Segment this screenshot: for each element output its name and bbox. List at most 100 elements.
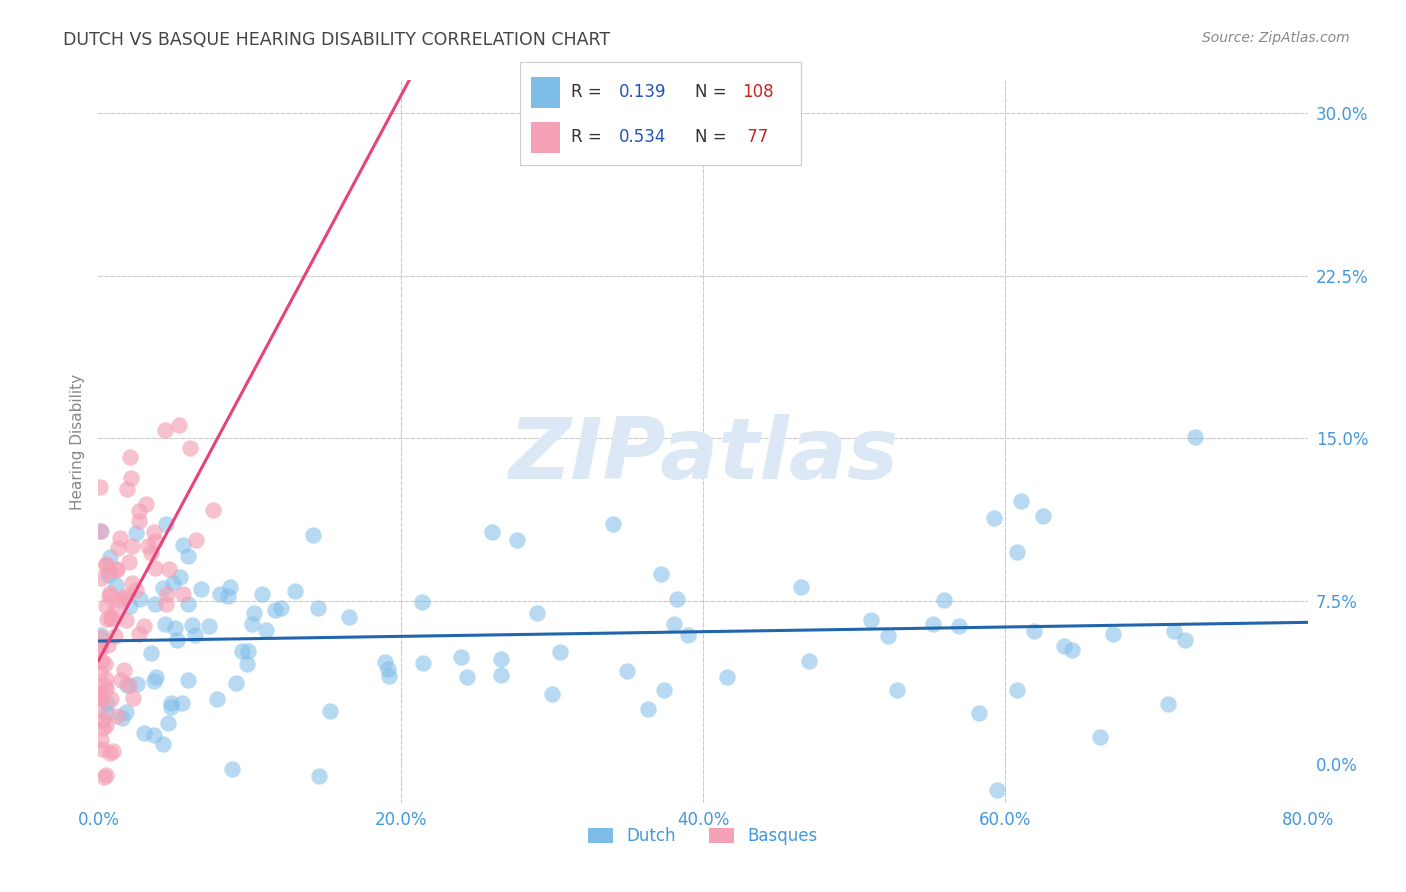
Point bbox=[1005, 545, 1028, 559]
Point bbox=[254, 623, 277, 637]
Point bbox=[172, 587, 194, 601]
Point bbox=[110, 673, 132, 687]
Point bbox=[128, 504, 150, 518]
Point bbox=[160, 696, 183, 710]
Point bbox=[100, 609, 122, 624]
Point bbox=[128, 627, 150, 641]
Point bbox=[141, 546, 163, 560]
Point bbox=[548, 645, 571, 659]
Point bbox=[489, 652, 512, 666]
Point bbox=[89, 691, 111, 706]
Point bbox=[177, 549, 200, 563]
Point bbox=[540, 687, 562, 701]
Point bbox=[160, 699, 183, 714]
Point bbox=[101, 744, 124, 758]
Point bbox=[98, 590, 121, 604]
Point bbox=[967, 706, 990, 720]
Point bbox=[181, 617, 204, 632]
Point bbox=[662, 617, 685, 632]
Point bbox=[127, 677, 149, 691]
Text: DUTCH VS BASQUE HEARING DISABILITY CORRELATION CHART: DUTCH VS BASQUE HEARING DISABILITY CORRE… bbox=[63, 31, 610, 49]
Point bbox=[90, 628, 112, 642]
Point bbox=[142, 674, 165, 689]
Point bbox=[105, 562, 128, 576]
Point bbox=[219, 580, 242, 594]
Point bbox=[132, 619, 155, 633]
Point bbox=[877, 628, 900, 642]
Point bbox=[337, 610, 360, 624]
Point bbox=[1010, 493, 1032, 508]
Point bbox=[934, 593, 956, 607]
Point bbox=[308, 769, 330, 783]
Point bbox=[156, 587, 179, 601]
Point bbox=[1101, 627, 1123, 641]
Point bbox=[132, 726, 155, 740]
Point bbox=[104, 578, 127, 592]
Point bbox=[616, 664, 638, 678]
Point bbox=[1156, 698, 1178, 712]
Point bbox=[152, 737, 174, 751]
Point bbox=[1005, 682, 1028, 697]
Point bbox=[105, 709, 128, 723]
Point bbox=[1184, 429, 1206, 443]
Point bbox=[172, 696, 194, 710]
Point bbox=[91, 721, 114, 735]
Point bbox=[201, 503, 224, 517]
Point bbox=[983, 511, 1005, 525]
Point bbox=[157, 716, 180, 731]
Point bbox=[676, 628, 699, 642]
Point bbox=[89, 524, 111, 538]
Point bbox=[1022, 624, 1045, 638]
Point bbox=[143, 525, 166, 540]
Point bbox=[104, 629, 127, 643]
Point bbox=[236, 657, 259, 671]
Point bbox=[117, 482, 139, 496]
Text: 77: 77 bbox=[742, 128, 769, 146]
Point bbox=[143, 728, 166, 742]
Text: N =: N = bbox=[695, 128, 731, 146]
Point bbox=[190, 582, 212, 596]
Point bbox=[602, 516, 624, 531]
Point bbox=[100, 585, 122, 599]
Bar bbox=[531, 122, 560, 153]
Text: R =: R = bbox=[571, 128, 607, 146]
Point bbox=[231, 644, 253, 658]
Point bbox=[89, 630, 111, 644]
Point bbox=[243, 606, 266, 620]
Point bbox=[108, 531, 131, 545]
Point bbox=[91, 742, 114, 756]
Bar bbox=[531, 77, 560, 108]
Point bbox=[118, 450, 141, 464]
Point bbox=[107, 541, 129, 555]
Point bbox=[198, 619, 221, 633]
Point bbox=[1060, 643, 1083, 657]
Point bbox=[236, 643, 259, 657]
Point bbox=[89, 641, 111, 656]
Point bbox=[94, 657, 117, 671]
Point bbox=[94, 681, 117, 696]
Point bbox=[100, 612, 122, 626]
Text: ZIPatlas: ZIPatlas bbox=[508, 415, 898, 498]
Point bbox=[139, 647, 162, 661]
Point bbox=[986, 782, 1008, 797]
Point bbox=[377, 663, 399, 677]
Point bbox=[112, 663, 135, 677]
Point bbox=[94, 673, 117, 687]
Point bbox=[94, 679, 117, 693]
Point bbox=[118, 555, 141, 569]
Point bbox=[225, 676, 247, 690]
Point bbox=[98, 746, 121, 760]
Point bbox=[217, 589, 239, 603]
Point bbox=[125, 583, 148, 598]
Point bbox=[221, 762, 243, 776]
Point bbox=[128, 592, 150, 607]
Point bbox=[94, 557, 117, 571]
Point bbox=[115, 705, 138, 719]
Point bbox=[378, 669, 401, 683]
Point bbox=[105, 563, 128, 577]
Point bbox=[301, 528, 323, 542]
Point bbox=[179, 441, 201, 455]
Point bbox=[112, 591, 135, 605]
Point bbox=[114, 589, 136, 603]
Point bbox=[411, 594, 433, 608]
